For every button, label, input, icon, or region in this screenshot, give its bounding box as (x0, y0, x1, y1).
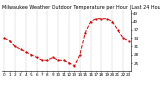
Text: Milwaukee Weather Outdoor Temperature per Hour (Last 24 Hours): Milwaukee Weather Outdoor Temperature pe… (2, 5, 160, 10)
